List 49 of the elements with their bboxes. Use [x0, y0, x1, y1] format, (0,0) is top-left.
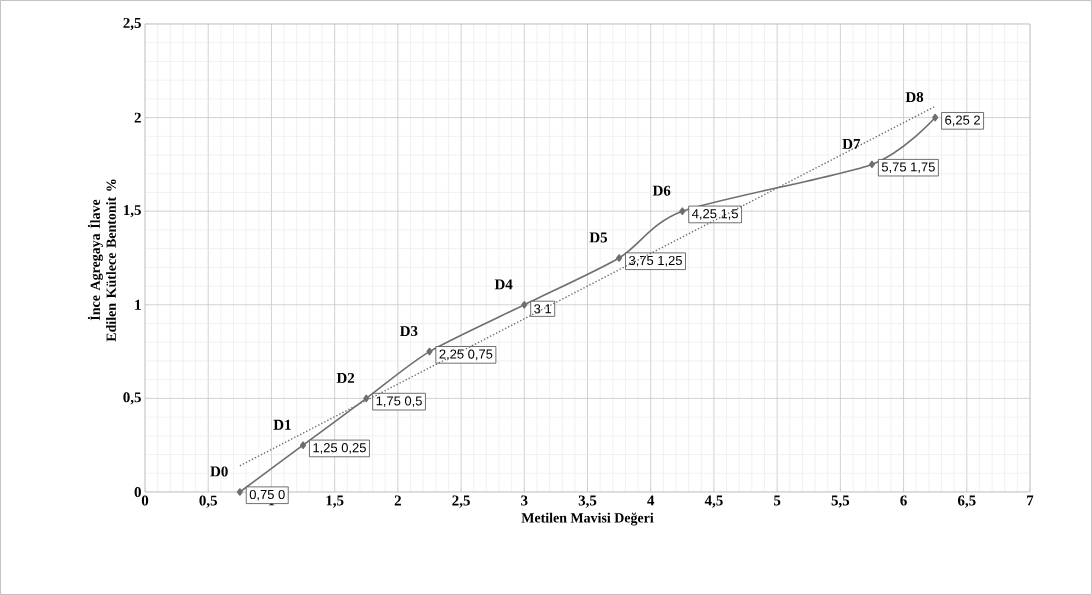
point	[679, 207, 686, 215]
point	[236, 488, 243, 496]
annotation: D8	[905, 91, 924, 103]
x-tick-label: 1,5	[326, 495, 344, 508]
x-tick-label: 0	[141, 495, 149, 506]
point	[521, 300, 528, 309]
annotation: D3	[399, 326, 418, 337]
x-tick-label: 4	[647, 495, 655, 506]
data-label: 5,75 1,75	[881, 162, 935, 173]
x-tick-label: 3,5	[578, 495, 597, 508]
annotation: D1	[273, 419, 291, 430]
annotation: D2	[336, 372, 355, 383]
annotation: D5	[589, 232, 608, 243]
x-tick-label: 4,5	[704, 495, 723, 508]
annotation: D6	[652, 185, 671, 196]
y-tick-label: 1	[135, 299, 141, 310]
data-label: 1,75 0,5	[376, 396, 422, 407]
annotation: D0	[210, 466, 228, 477]
x-tick-label: 2	[394, 495, 401, 506]
x-tick-label: 6,5	[957, 495, 976, 508]
data-label: 4,25 1,5	[692, 209, 738, 220]
data-label: 2,25 0,75	[439, 349, 493, 361]
y-tick-label: 0	[134, 486, 141, 498]
x-tick-label: 5,5	[831, 495, 850, 508]
y-tick-label: 0,5	[123, 392, 141, 405]
point	[426, 347, 433, 356]
x-tick-label: 7	[1027, 495, 1034, 506]
data-label: 6,25 2	[945, 115, 980, 127]
x-tick-label: 5	[774, 495, 781, 506]
data-label: 3 1	[534, 304, 552, 314]
annotation: D4	[494, 279, 513, 290]
data-label: 3,75 1,25	[629, 255, 682, 267]
data-label: 1,25 0,25	[313, 443, 366, 454]
y-tick-label: 1,5	[124, 205, 141, 218]
annotation: D7	[842, 139, 861, 149]
x-tick-label: 0,5	[199, 495, 218, 508]
point	[868, 160, 876, 169]
y-tick-label: 2,5	[123, 17, 141, 31]
x-axis-title: Metilen Mavisi Değeri	[521, 512, 654, 526]
x-tick-label: 2,5	[452, 495, 470, 508]
point	[616, 254, 623, 262]
data-label: 0,75 0	[249, 489, 285, 501]
point	[363, 394, 370, 403]
x-tick-label: 6	[900, 495, 907, 506]
y-axis-title: İnce Agregaya İlave Edilen Kütlece Bentonit %	[87, 179, 116, 342]
x-tick-label: 3	[521, 495, 528, 506]
point	[932, 113, 939, 122]
point	[299, 441, 307, 449]
y-tick-label: 2	[134, 112, 141, 123]
